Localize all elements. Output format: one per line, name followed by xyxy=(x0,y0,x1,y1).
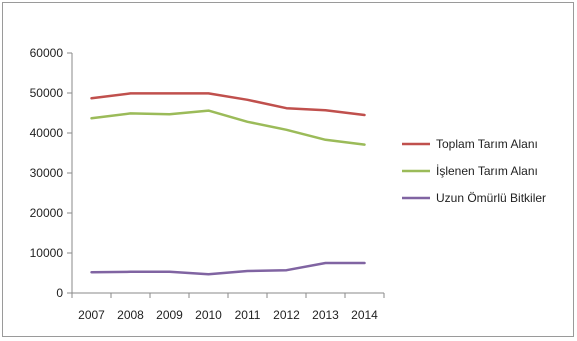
x-tick-label: 2009 xyxy=(156,308,183,322)
x-tick-label: 2008 xyxy=(117,308,144,322)
y-tick-label: 50000 xyxy=(30,86,64,100)
legend-label-3: Uzun Ömürlü Bitkiler xyxy=(436,191,546,205)
x-tick-label: 2007 xyxy=(78,308,105,322)
legend-label-2: İşlenen Tarım Alanı xyxy=(436,164,538,178)
series-line-2 xyxy=(90,109,366,146)
y-tick-label: 10000 xyxy=(30,246,64,260)
series-line-3 xyxy=(90,261,366,276)
x-tick-label: 2014 xyxy=(351,308,378,322)
y-tick-label: 40000 xyxy=(30,126,64,140)
y-tick-label: 30000 xyxy=(30,166,64,180)
x-tick-label: 2012 xyxy=(273,308,300,322)
axes: 0 10000 20000 30000 40000 50000 60000 2007 2008 2… xyxy=(30,46,385,322)
y-tick-label: 0 xyxy=(56,286,63,300)
x-tick-label: 2011 xyxy=(235,308,261,322)
legend-label-1: Toplam Tarım Alanı xyxy=(436,137,538,151)
series-line-1 xyxy=(90,92,366,117)
x-tick-label: 2013 xyxy=(312,308,339,322)
chart-frame xyxy=(2,2,574,337)
series-layer xyxy=(90,92,366,276)
y-tick-label: 20000 xyxy=(30,206,64,220)
x-tick-label: 2010 xyxy=(195,308,222,322)
y-tick-label: 60000 xyxy=(30,46,64,60)
legend: Toplam Tarım Alanı İşlenen Tarım Alanı Uzu… xyxy=(402,137,546,205)
